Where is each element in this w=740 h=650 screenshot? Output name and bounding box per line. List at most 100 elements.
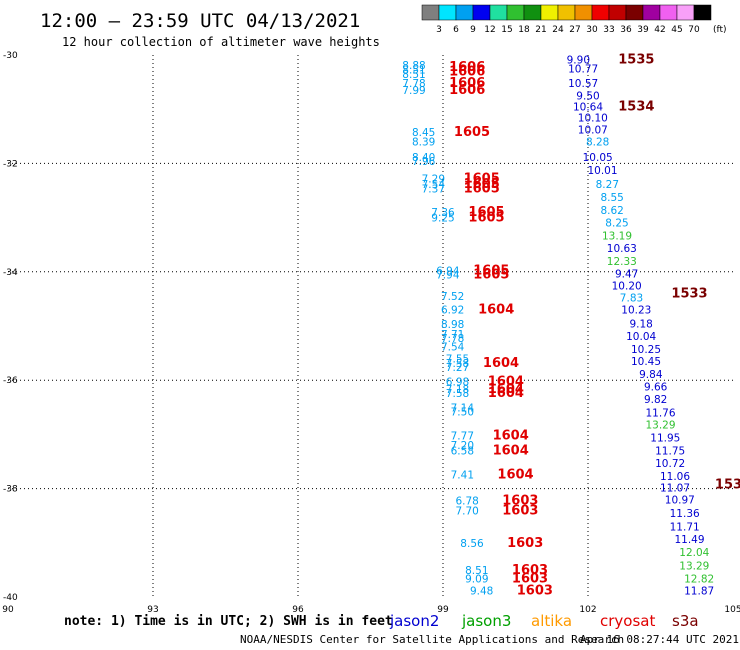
colorbar-swatch (540, 4, 559, 21)
data-label: 10.63 (607, 243, 637, 255)
data-label: 10.25 (631, 344, 661, 356)
legend: jason2 jason3 altika cryosat s3a (389, 612, 699, 630)
colorbar-label: 30 (586, 25, 598, 35)
data-label: 9.09 (465, 574, 488, 586)
data-label: 1603 (502, 494, 538, 509)
colorbar-unit: (ft) (713, 25, 727, 35)
note-text: note: 1) Time is in UTC; 2) SWH is in fe… (64, 614, 393, 629)
data-label: 11.87 (684, 585, 714, 597)
data-label: 12.04 (679, 547, 709, 559)
data-label: 1603 (512, 563, 548, 578)
data-label: 9.48 (470, 585, 493, 597)
data-label: 7.78 (402, 78, 425, 90)
y-tick-label: -40 (3, 593, 18, 603)
data-label: 11.06 (660, 471, 690, 483)
data-label: 7.99 (402, 85, 425, 97)
data-label: 9.90 (567, 54, 590, 66)
data-label: 9.25 (431, 213, 454, 225)
data-label: 7.58 (446, 388, 469, 400)
data-label: 7.36 (431, 207, 455, 219)
data-label: 10.07 (578, 124, 608, 136)
legend-item-jason2: jason2 (389, 612, 439, 630)
data-label: 8.62 (600, 205, 623, 217)
data-label: 10.05 (583, 152, 613, 164)
data-label: 1604 (478, 303, 514, 318)
chart-subtitle: 12 hour collection of altimeter wave hei… (62, 35, 380, 49)
data-label: 1604 (488, 382, 524, 397)
data-label: 1606 (449, 60, 485, 75)
data-label: 1606 (449, 64, 485, 79)
data-label: 7.77 (451, 430, 474, 442)
data-label: 13.29 (645, 420, 675, 432)
y-tick-label: -32 (3, 159, 18, 169)
colorbar-label: 45 (671, 25, 682, 35)
colorbar-swatch (472, 4, 491, 21)
x-tick-label: 99 (437, 605, 449, 615)
data-label: 1603 (512, 572, 548, 587)
colorbar-label: 6 (453, 25, 459, 35)
colorbar-swatch (608, 4, 627, 21)
data-label: 11.71 (670, 522, 700, 534)
data-label: 6.98 (446, 376, 469, 388)
data-label: 9.18 (629, 318, 652, 330)
grid-lines: 90 93 96 99 102 105 -30 -32 -34 -36 -38 -40 (2, 51, 740, 615)
data-label: 7.52 (441, 291, 464, 303)
data-label: 10.64 (573, 101, 603, 113)
data-label: 10.10 (578, 112, 608, 124)
data-label: 9.47 (615, 268, 638, 280)
data-label: 10.45 (631, 356, 661, 368)
data-label: 7.18 (446, 384, 469, 396)
colorbar-label: 42 (654, 25, 665, 35)
y-tick-label: -38 (3, 485, 18, 495)
data-label: 13.29 (679, 561, 709, 573)
data-label: 11.75 (655, 446, 685, 458)
data-label: 8.39 (412, 137, 435, 149)
data-label: 7.29 (422, 174, 445, 186)
data-label: 1534 (618, 99, 654, 114)
data-label: 7.50 (451, 407, 474, 419)
data-label: 1533 (671, 286, 707, 301)
data-label: 10.57 (568, 78, 598, 90)
data-label: 8.56 (460, 538, 484, 550)
data-label: 9.66 (644, 382, 668, 394)
data-label: 1605 (468, 211, 504, 226)
data-marks: 1606160616061606160516051605160516051605… (402, 52, 740, 598)
colorbar-swatch (557, 4, 576, 21)
data-label: 1603 (502, 503, 538, 518)
data-label: 1604 (483, 356, 519, 371)
data-label: 10.01 (587, 165, 617, 177)
data-label: 11.95 (650, 433, 680, 445)
data-label: 7.55 (446, 354, 469, 366)
data-label: 11.76 (645, 408, 675, 420)
data-label: 9.84 (639, 369, 663, 381)
data-label: 10.77 (568, 64, 598, 76)
data-label: 8.45 (412, 127, 435, 139)
data-label: 1605 (464, 172, 500, 187)
y-tick-label: -30 (3, 51, 18, 61)
colorbar-label: 15 (501, 25, 512, 35)
data-label: 8.98 (441, 319, 464, 331)
colorbar-label: 9 (470, 25, 476, 35)
data-label: 1605 (473, 264, 509, 279)
data-label: 7.58 (446, 358, 469, 370)
data-label: 1606 (449, 76, 485, 91)
data-label: 10.20 (612, 280, 642, 292)
colorbar-swatch (642, 4, 661, 21)
y-tick-label: -36 (3, 376, 18, 386)
data-label: 6.92 (441, 305, 464, 317)
legend-item-altika: altika (531, 612, 572, 630)
data-label: 10.72 (655, 458, 685, 470)
legend-item-jason3: jason3 (461, 612, 511, 630)
data-label: 10.97 (665, 494, 695, 506)
data-label: 11.07 (660, 483, 690, 495)
data-label: 8.25 (605, 217, 628, 229)
colorbar-swatch (693, 4, 712, 21)
data-label: 8.51 (465, 565, 488, 577)
data-label: 6.94 (436, 266, 460, 278)
data-label: 7.14 (451, 402, 475, 414)
data-label: 10.04 (626, 331, 656, 343)
colorbar-swatch (421, 4, 440, 21)
data-label: 7.20 (451, 440, 474, 452)
footer-text: NOAA/NESDIS Center for Satellite Applica… (240, 633, 624, 646)
data-label: 8.51 (402, 69, 425, 81)
